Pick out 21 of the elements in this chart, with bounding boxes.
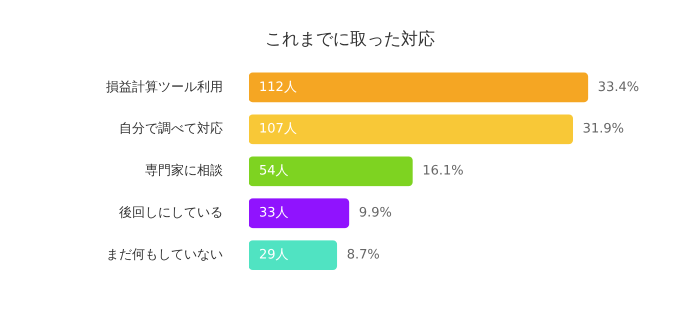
bar xyxy=(249,114,574,144)
annotation: 33.4% xyxy=(598,80,640,95)
y-tick-label: 後回しにしている xyxy=(119,206,223,221)
annotation: 9.9% xyxy=(358,206,392,221)
annotation: 31.9% xyxy=(582,122,624,137)
data-label: 112人 xyxy=(259,80,297,95)
annotation: 16.1% xyxy=(422,164,464,179)
annotation: 8.7% xyxy=(346,248,380,263)
data-label: 107人 xyxy=(259,122,297,137)
data-label: 33人 xyxy=(259,206,289,221)
y-tick-label: 専門家に相談 xyxy=(145,162,223,179)
y-tick-label: 自分で調べて対応 xyxy=(119,120,223,137)
y-tick-label: 損益計算ツール利用 xyxy=(106,80,223,95)
bar xyxy=(249,198,350,228)
bar xyxy=(249,72,588,102)
data-label: 29人 xyxy=(259,248,289,263)
bar xyxy=(249,156,413,186)
bar xyxy=(249,240,338,270)
chart-title: これまでに取った対応 xyxy=(265,30,435,50)
data-label: 54人 xyxy=(259,164,289,179)
y-tick-label: まだ何もしていない xyxy=(106,248,223,263)
